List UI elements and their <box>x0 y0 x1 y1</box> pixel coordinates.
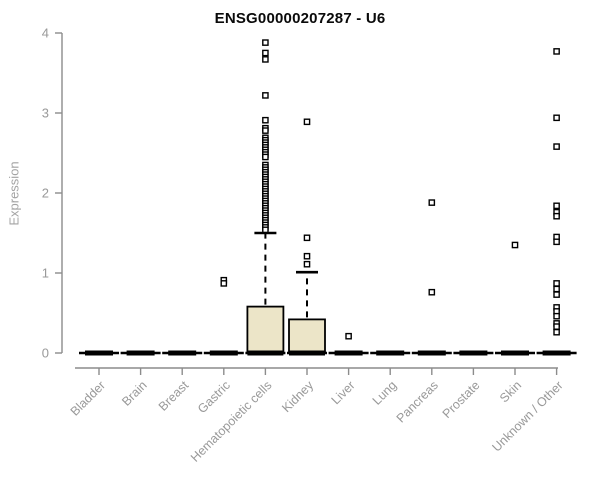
x-tick-label: Liver <box>329 378 358 407</box>
x-tick-label: Breast <box>156 378 192 414</box>
outlier-point <box>262 153 269 161</box>
outlier-point <box>262 49 269 57</box>
x-tick-label: Brain <box>119 378 150 409</box>
x-tick-label: Unknown / Other <box>489 378 565 454</box>
x-tick-label: Hematopoietic cells <box>188 378 275 465</box>
outlier-point <box>303 118 311 126</box>
outlier-point <box>553 238 560 246</box>
outlier-point <box>511 241 519 249</box>
chart-title: ENSG00000207287 - U6 <box>214 10 386 27</box>
x-tick-label: Lung <box>370 378 400 408</box>
outlier-point <box>553 280 560 287</box>
outlier-point <box>262 127 269 134</box>
x-tick-label: Bladder <box>68 378 108 418</box>
outlier-point <box>553 48 560 55</box>
box <box>288 318 326 354</box>
outlier-point <box>553 312 560 320</box>
outlier-point <box>303 234 311 242</box>
outlier-point <box>262 39 269 46</box>
outlier-point <box>428 199 436 206</box>
x-tick-label: Prostate <box>440 378 483 421</box>
outlier-point <box>262 56 269 63</box>
y-axis-label: Expression <box>6 161 22 226</box>
outlier-point <box>553 328 560 336</box>
outlier-point <box>553 114 560 122</box>
outlier-point <box>345 332 352 340</box>
outlier-point <box>303 252 311 260</box>
outlier-point <box>553 285 560 293</box>
outlier-point <box>553 212 560 220</box>
x-tick-label: Pancreas <box>394 378 441 425</box>
y-tick-label: 2 <box>42 186 49 201</box>
outlier-point <box>303 260 311 268</box>
y-tick-label: 1 <box>42 266 49 281</box>
outlier-point <box>262 92 269 99</box>
x-tick-label: Skin <box>497 378 524 405</box>
outlier-point <box>262 226 269 234</box>
outlier-point <box>220 280 228 287</box>
y-tick-label: 3 <box>42 106 49 121</box>
outlier-point <box>553 202 560 210</box>
outlier-point <box>262 116 269 124</box>
outlier-point <box>428 288 436 296</box>
y-tick-label: 0 <box>42 346 49 361</box>
y-tick-label: 4 <box>42 26 49 41</box>
outlier-point <box>553 143 560 150</box>
outlier-point <box>553 291 560 298</box>
x-tick-label: Gastric <box>195 378 233 416</box>
box <box>246 305 285 354</box>
outlier-point <box>553 323 560 330</box>
x-tick-label: Kidney <box>279 378 316 415</box>
